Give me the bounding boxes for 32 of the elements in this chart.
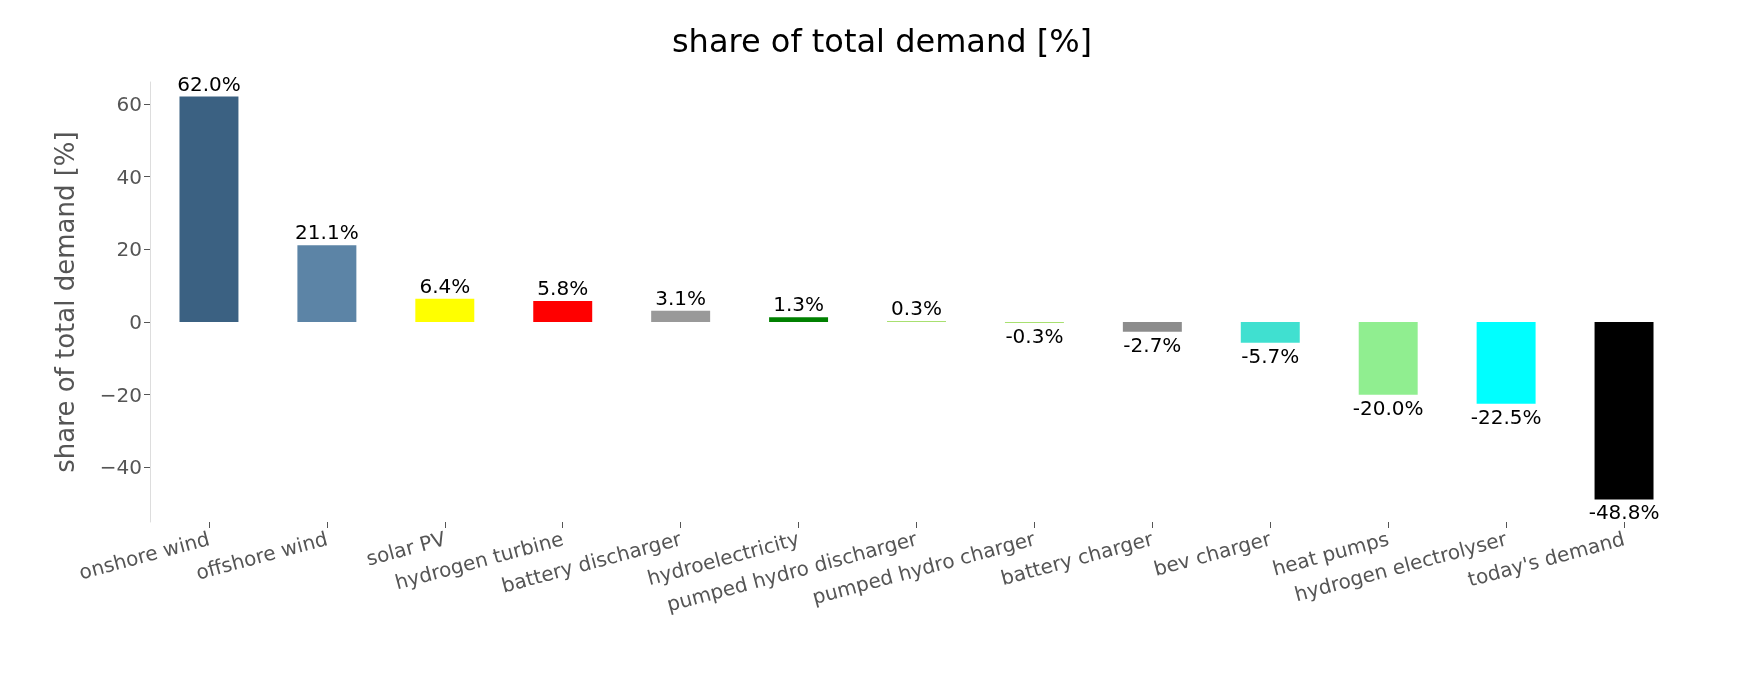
bar [179,96,239,322]
data-label: 62.0% [177,71,241,96]
chart-title: share of total demand [%] [671,22,1093,60]
data-label: 6.4% [419,273,471,298]
y-axis-title: share of total demand [%] [50,131,80,473]
data-label: 3.1% [655,285,707,310]
data-label: -20.0% [1352,395,1424,420]
data-label: -22.5% [1470,404,1542,429]
bar [297,245,357,322]
data-label: -0.3% [1005,324,1064,349]
data-label: 21.1% [295,220,359,245]
data-label: 0.3% [891,295,942,320]
bar [1476,322,1536,404]
data-label: -2.7% [1123,332,1182,357]
y-tick-label: −20 [99,382,142,407]
bar [533,300,593,322]
y-tick-label: 20 [116,237,142,262]
y-tick-label: 0 [129,310,142,334]
data-label: 5.8% [537,275,589,300]
data-label: -48.8% [1588,500,1660,525]
y-tick-label: −40 [99,455,142,480]
bar [1358,322,1418,395]
bar [415,298,475,322]
bar [1122,322,1182,332]
data-label: 1.3% [773,292,824,317]
data-label: -5.7% [1241,343,1300,368]
y-tick-label: 40 [116,164,142,189]
bar [1594,322,1654,500]
bar [651,310,711,322]
y-tick-label: 60 [116,91,142,116]
bar [1240,322,1300,343]
bar [769,317,829,322]
